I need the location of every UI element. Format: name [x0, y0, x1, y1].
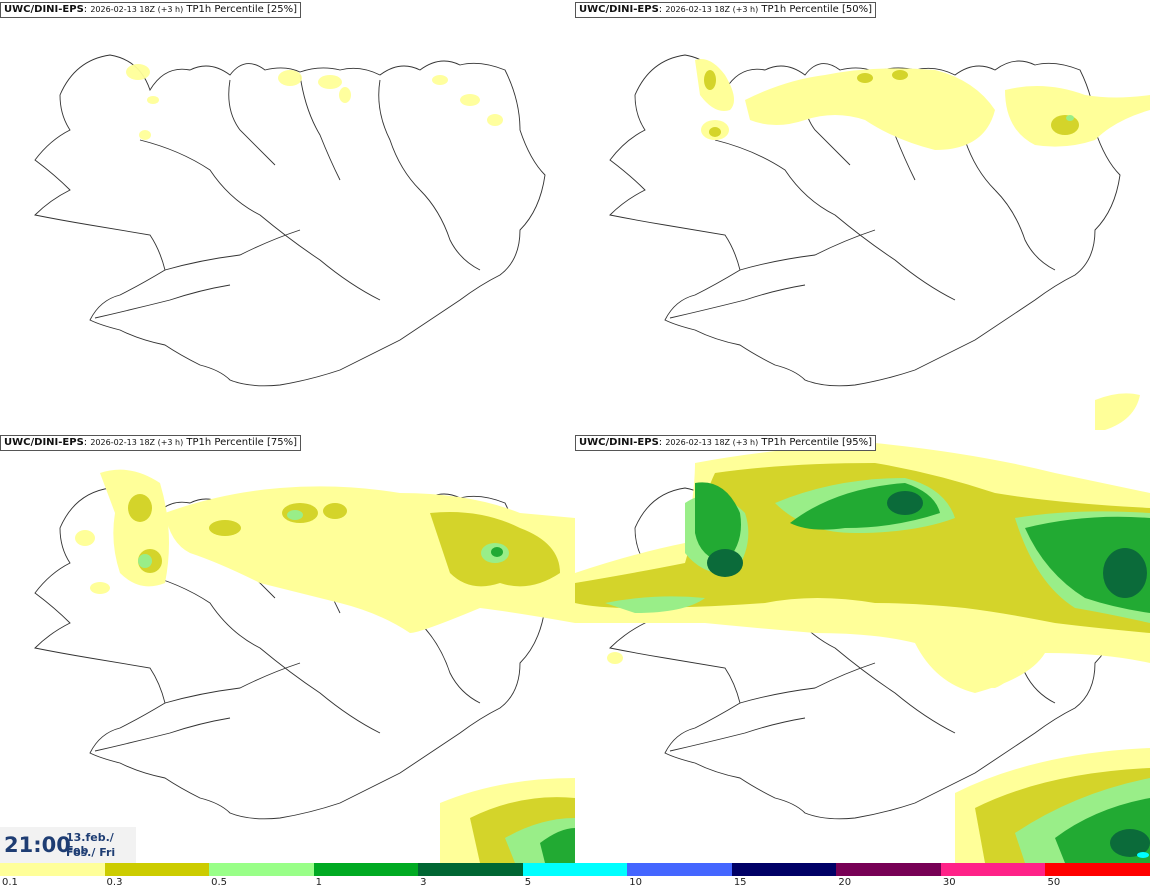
precip-colorbar: [0, 863, 1150, 876]
colorbar-tick-label: 3: [420, 877, 427, 888]
panel-title: UWC/DINI-EPS: 2026-02-13 18Z (+3 h) TP1h…: [575, 435, 876, 451]
colorbar-ticks: 0.1 0.3 0.5 1 3 5 10 15 20 30 50: [0, 877, 1150, 891]
map-panel-p25: UWC/DINI-EPS: 2026-02-13 18Z (+3 h) TP1h…: [0, 0, 575, 430]
colorbar-segment: [522, 863, 628, 876]
precip-fields-green: [491, 547, 575, 863]
precip-fields: [695, 59, 1150, 430]
colorbar-tick-label: 1: [315, 877, 322, 888]
colorbar-tick-label: 5: [524, 877, 532, 888]
colorbar-segment: [104, 863, 210, 876]
colorbar-tick-label: 0.3: [106, 877, 123, 888]
colorbar-segment: [627, 863, 732, 876]
map-panel-p95: UWC/DINI-EPS: 2026-02-13 18Z (+3 h) TP1h…: [575, 433, 1150, 863]
map-panel-p50: UWC/DINI-EPS: 2026-02-13 18Z (+3 h) TP1h…: [575, 0, 1150, 430]
valid-time: 21:00: [4, 833, 71, 857]
valid-time-box: 21:00 13.feb./ Feb Fös./ Fri: [0, 827, 136, 863]
precip-fields: [126, 64, 503, 140]
precip-fields-mid: [704, 70, 1079, 137]
colorbar-segment: [0, 863, 105, 876]
panel-title: UWC/DINI-EPS: 2026-02-13 18Z (+3 h) TP1h…: [575, 2, 876, 18]
precip-map: [575, 443, 1150, 863]
colorbar-tick-label: 10: [629, 877, 642, 888]
precip-map: [609, 54, 1150, 430]
colorbar-segment: [836, 863, 941, 876]
precip-map: [34, 54, 546, 387]
colorbar-tick-label: 0.1: [2, 877, 18, 888]
colorbar-segment: [209, 863, 314, 876]
colorbar-segment: [1045, 863, 1150, 876]
colorbar-segment: [940, 863, 1046, 876]
valid-day: Fös./ Fri: [66, 846, 116, 859]
colorbar-tick-label: 15: [733, 877, 747, 888]
colorbar-segment: [731, 863, 837, 876]
colorbar-tick-label: 50: [1047, 877, 1061, 888]
valid-date: 13.feb./ Feb: [66, 831, 114, 857]
colorbar-tick-label: 20: [838, 877, 852, 888]
precip-fields-green-dark: [707, 491, 1150, 857]
panel-title: UWC/DINI-EPS: 2026-02-13 18Z (+3 h) TP1h…: [0, 435, 301, 451]
precip-fields-cyan: [1137, 852, 1149, 858]
colorbar-tick-label: 30: [942, 877, 956, 888]
colorbar-tick-label: 0.5: [211, 877, 227, 888]
panel-title: UWC/DINI-EPS: 2026-02-13 18Z (+3 h) TP1h…: [0, 2, 301, 18]
precip-map: [34, 469, 575, 863]
colorbar-segment: [313, 863, 419, 876]
map-panel-p75: UWC/DINI-EPS: 2026-02-13 18Z (+3 h) TP1h…: [0, 433, 575, 863]
colorbar-segment: [418, 863, 523, 876]
